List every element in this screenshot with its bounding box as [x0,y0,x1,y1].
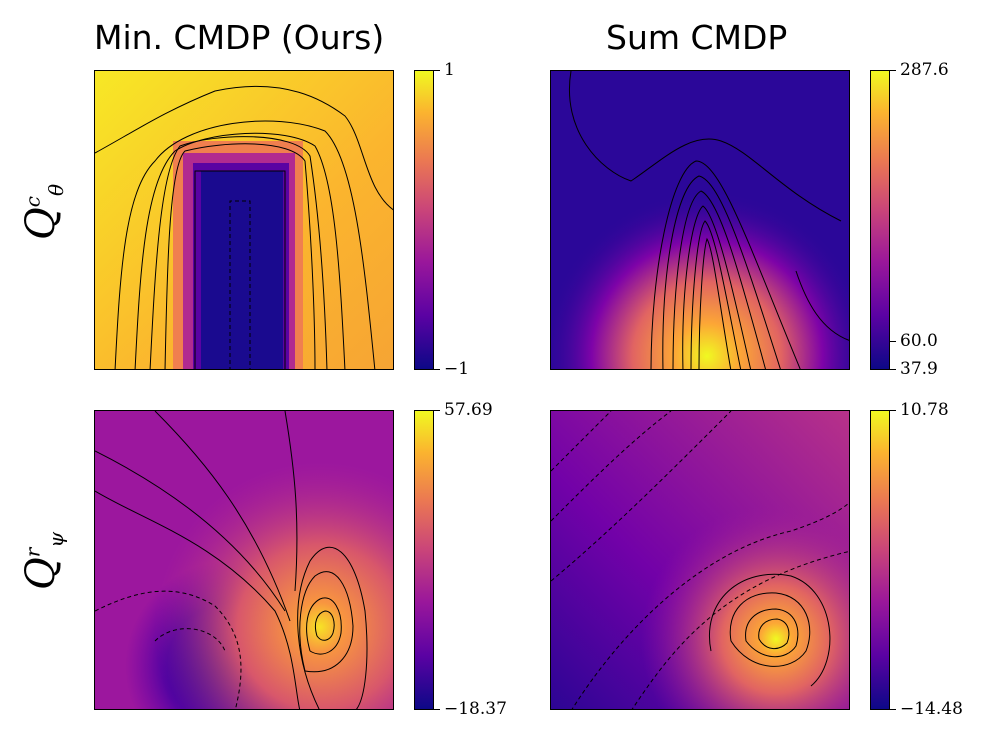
colorbar-4 [870,410,890,710]
colorbar-1-tick-min: −1 [433,359,470,379]
colorbar-1 [414,70,434,370]
colorbar-3-tick-max: 57.69 [434,400,493,420]
colorbar-4-tick-max: 10.78 [890,400,949,420]
heatmap-sum-cmdp-qc [550,70,850,370]
colorbar-2-tick-max: 287.6 [890,60,949,80]
colorbar-4-tick-min: −14.48 [890,699,963,719]
row-label-bottom: Qrψ [18,531,68,590]
colorbar-1-tick-max: 1 [434,60,455,80]
colorbar-3 [414,410,434,710]
heatmap-sum-cmdp-qr [550,410,850,710]
row-label-top: Qcθ [18,183,68,240]
colorbar-2 [870,70,890,370]
column-title-left: Min. CMDP (Ours) [94,18,385,57]
heatmap-min-cmdp-qc [94,70,394,370]
colorbar-2-tick-min: 37.9 [890,359,938,379]
heatmap-min-cmdp-qr [94,410,394,710]
column-title-right: Sum CMDP [606,18,788,57]
colorbar-3-tick-min: −18.37 [434,699,507,719]
colorbar-2-tick-mid: 60.0 [890,331,938,351]
